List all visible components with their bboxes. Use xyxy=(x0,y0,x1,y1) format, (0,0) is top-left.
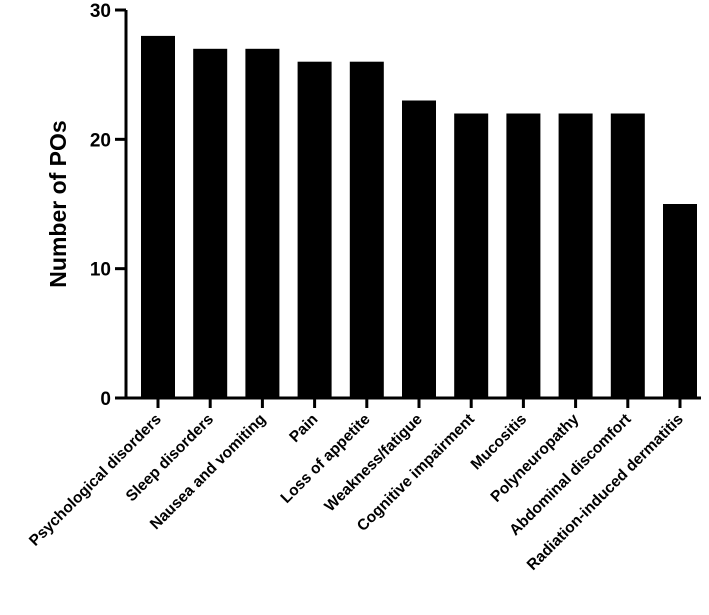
y-axis-title: Number of POs xyxy=(45,120,71,287)
bar-0 xyxy=(141,35,175,399)
x-tick-label-5: Weakness/fatigue xyxy=(321,411,426,516)
bar-10 xyxy=(663,204,697,398)
bar-1 xyxy=(193,48,228,399)
y-tick-label-2: 20 xyxy=(90,130,111,151)
bar-7 xyxy=(506,113,541,398)
bar-5 xyxy=(402,100,436,398)
bar-9 xyxy=(610,113,645,398)
x-tick-label-8: Polyneuropathy xyxy=(488,411,583,506)
axes-group xyxy=(124,10,701,400)
bar-2 xyxy=(245,48,280,399)
y-tick-label-3: 30 xyxy=(90,1,111,22)
bar-8 xyxy=(558,113,593,398)
bars-group xyxy=(141,35,697,399)
x-tick-label-1: Sleep disorders xyxy=(123,411,217,505)
y-tick-label-0: 0 xyxy=(100,389,111,410)
y-tick-label-1: 10 xyxy=(90,260,111,281)
bar-6 xyxy=(454,113,489,398)
bar-3 xyxy=(297,61,332,398)
bar-4 xyxy=(349,61,384,398)
x-tick-label-3: Pain xyxy=(286,411,321,446)
x-tick-label-4: Loss of appetite xyxy=(278,411,374,507)
y-ticks-group: 0 10 20 30 xyxy=(90,1,126,410)
